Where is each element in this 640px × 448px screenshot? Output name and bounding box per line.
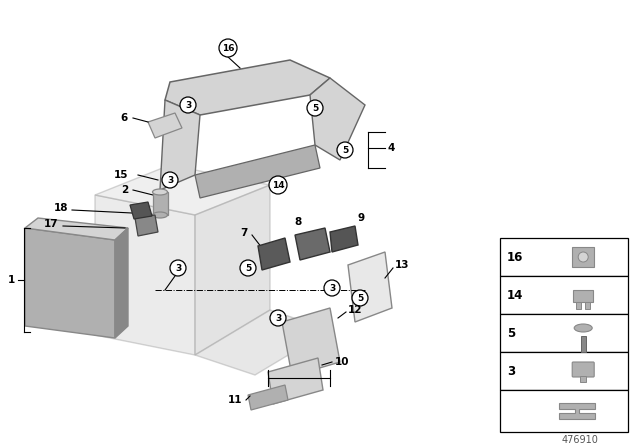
Text: 12: 12: [348, 305, 362, 315]
Text: 8: 8: [294, 217, 301, 227]
Text: 2: 2: [121, 185, 128, 195]
Circle shape: [337, 142, 353, 158]
Text: 5: 5: [357, 293, 363, 302]
Bar: [572, 247, 594, 267]
Text: 5: 5: [507, 327, 515, 340]
Polygon shape: [195, 310, 330, 375]
Text: 3: 3: [167, 176, 173, 185]
Bar: [580, 336, 586, 352]
Text: 5: 5: [342, 146, 348, 155]
Bar: [500, 314, 628, 352]
Polygon shape: [25, 218, 128, 240]
Text: 17: 17: [44, 219, 58, 229]
Circle shape: [578, 252, 588, 262]
Text: 15: 15: [113, 170, 128, 180]
Text: 18: 18: [54, 203, 68, 213]
Polygon shape: [559, 403, 595, 419]
Text: 3: 3: [329, 284, 335, 293]
Text: 14: 14: [272, 181, 284, 190]
Text: 3: 3: [185, 100, 191, 109]
Text: 4: 4: [388, 143, 396, 153]
Text: 5: 5: [245, 263, 251, 272]
FancyBboxPatch shape: [572, 362, 594, 377]
Text: 5: 5: [312, 103, 318, 112]
Circle shape: [180, 97, 196, 113]
Circle shape: [162, 172, 178, 188]
Text: 14: 14: [507, 289, 524, 302]
Circle shape: [219, 39, 237, 57]
Polygon shape: [153, 192, 168, 215]
Bar: [580, 376, 586, 382]
Circle shape: [352, 290, 368, 306]
Bar: [500, 390, 628, 432]
Text: 6: 6: [121, 113, 128, 123]
Ellipse shape: [152, 189, 168, 195]
Polygon shape: [258, 238, 290, 270]
Text: 3: 3: [275, 314, 281, 323]
Polygon shape: [295, 228, 330, 260]
Text: 10: 10: [335, 357, 349, 367]
Polygon shape: [148, 113, 182, 138]
Polygon shape: [165, 60, 330, 115]
Bar: [585, 302, 590, 309]
Text: 16: 16: [507, 250, 524, 263]
Polygon shape: [195, 185, 270, 355]
Polygon shape: [330, 226, 358, 252]
Circle shape: [269, 176, 287, 194]
Bar: [576, 302, 581, 309]
Text: 3: 3: [507, 365, 515, 378]
Polygon shape: [135, 215, 158, 236]
Text: 9: 9: [358, 213, 365, 223]
Ellipse shape: [152, 212, 168, 218]
Bar: [500, 276, 628, 314]
Polygon shape: [95, 165, 270, 215]
Polygon shape: [160, 100, 200, 190]
Polygon shape: [115, 228, 128, 338]
Polygon shape: [348, 252, 392, 322]
Bar: [500, 238, 628, 276]
Polygon shape: [95, 195, 195, 355]
Polygon shape: [282, 308, 340, 376]
Text: 11: 11: [227, 395, 242, 405]
Text: 1: 1: [8, 275, 15, 285]
Circle shape: [270, 310, 286, 326]
Circle shape: [240, 260, 256, 276]
Polygon shape: [195, 145, 320, 198]
Text: 476910: 476910: [561, 435, 598, 445]
Text: 13: 13: [395, 260, 410, 270]
Polygon shape: [248, 385, 288, 410]
Circle shape: [307, 100, 323, 116]
Text: 3: 3: [175, 263, 181, 272]
Polygon shape: [310, 78, 365, 160]
Text: 16: 16: [221, 43, 234, 52]
Circle shape: [324, 280, 340, 296]
Ellipse shape: [574, 324, 592, 332]
Bar: [500, 352, 628, 390]
Bar: [573, 290, 593, 302]
Polygon shape: [268, 358, 323, 404]
Polygon shape: [25, 228, 115, 338]
Circle shape: [170, 260, 186, 276]
Polygon shape: [130, 202, 152, 219]
Text: 7: 7: [241, 228, 248, 238]
